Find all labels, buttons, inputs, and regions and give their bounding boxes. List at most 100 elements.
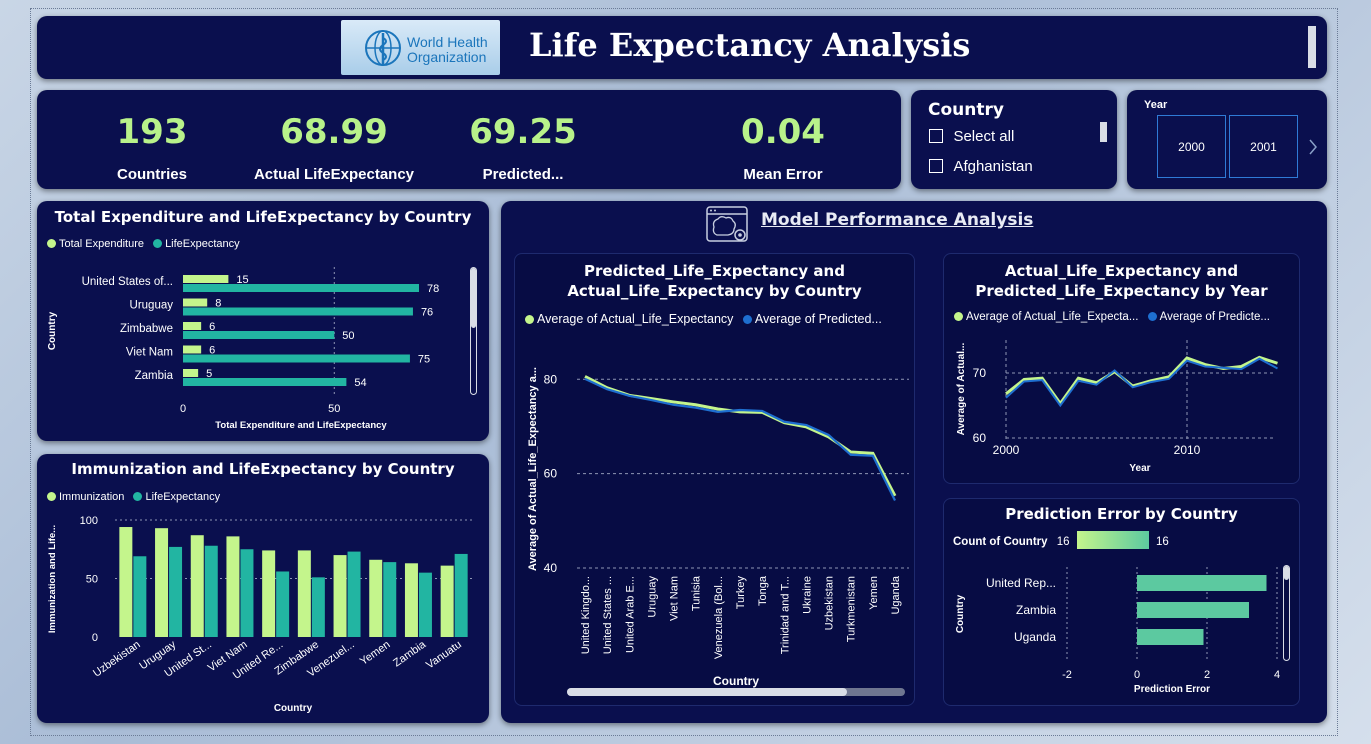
- legend-dot-expenditure: [47, 239, 56, 248]
- y-tick-label: Uganda: [1014, 630, 1056, 644]
- expenditure-scrollbar[interactable]: [470, 267, 477, 395]
- expenditure-chart: 0 50 United States of... 15 78 Uruguay 8 76 Zimb…: [47, 267, 439, 431]
- x-tick-label: Yemen: [358, 639, 393, 668]
- scrollbar-thumb[interactable]: [567, 688, 847, 696]
- x-tick-label: Viet Nam: [669, 576, 681, 621]
- scrollbar-thumb[interactable]: [1284, 566, 1289, 580]
- header-scrollbar[interactable]: [1308, 26, 1316, 68]
- header-bar: World Health Organization Life Expectanc…: [37, 16, 1327, 79]
- slicer-item-label: Select all: [953, 128, 1015, 145]
- y-axis-title: Average of Actual_Life_Expectancy a...: [527, 367, 539, 571]
- pred-country-legend: Average of Actual_Life_Expectancy Averag…: [525, 312, 882, 326]
- x-tick-label: Zambia: [391, 638, 429, 669]
- bar-immunization: [297, 550, 311, 637]
- data-label: 76: [421, 307, 433, 319]
- line-predicted: [584, 377, 896, 502]
- slicer-item-label: Afghanistan: [953, 158, 1033, 175]
- bar-expenditure: [183, 275, 229, 283]
- model-section-title[interactable]: Model Performance Analysis: [761, 210, 1034, 230]
- country-slicer: Country Select all Afghanistan: [911, 90, 1117, 189]
- x-tick-label: Turkey: [735, 576, 747, 610]
- pred-error-card: Prediction Error by Country Count of Cou…: [943, 498, 1300, 706]
- brain-gear-icon: [706, 206, 748, 242]
- immunization-chart-title: Immunization and LifeExpectancy by Count…: [71, 460, 455, 478]
- pred-year-card: Actual_Life_Expectancy and Predicted_Lif…: [943, 253, 1300, 484]
- bar-expenditure: [183, 298, 208, 307]
- x-tick-label: United States ...: [602, 576, 614, 654]
- pred-error-title: Prediction Error by Country: [1005, 505, 1238, 523]
- kpi-predicted-label: Predicted...: [482, 166, 564, 182]
- line-actual: [1005, 355, 1278, 407]
- bar-life: [276, 571, 290, 637]
- x-tick-label: United Kingdo...: [580, 576, 592, 654]
- year-tile-2000[interactable]: 2000: [1157, 115, 1226, 178]
- color-legend-min: 16: [1056, 536, 1070, 548]
- kpi-countries-label: Countries: [116, 166, 187, 182]
- legend-label-expenditure: Total Expenditure: [59, 238, 144, 250]
- pred-country-hscroll[interactable]: [567, 688, 905, 696]
- legend-dot-predicted: [742, 315, 752, 324]
- pred-country-card: Predicted_Life_Expectancy and Actual_Lif…: [514, 253, 915, 706]
- bar-immunization: [404, 563, 418, 637]
- bar-life: [169, 546, 183, 637]
- kpi-actual-label: Actual LifeExpectancy: [253, 166, 415, 182]
- legend-label-predicted: Average of Predicted...: [754, 312, 882, 326]
- x-tick-label: Ukraine: [801, 576, 813, 614]
- y-tick-label: 100: [80, 515, 98, 527]
- y-tick-label: 80: [544, 372, 558, 386]
- x-tick-label: Uzbekistan: [91, 639, 142, 680]
- slicer-item-select-all[interactable]: Select all: [929, 128, 1014, 146]
- scrollbar-thumb[interactable]: [471, 268, 476, 328]
- legend-label-life: LifeExpectancy: [165, 238, 240, 250]
- x-tick-label: Uzbekistan: [824, 576, 836, 630]
- pred-error-scrollbar[interactable]: [1283, 565, 1290, 661]
- slicer-item-afghanistan[interactable]: Afghanistan: [929, 158, 1033, 176]
- y-axis-title: Country: [47, 311, 58, 350]
- x-axis-title: Year: [1129, 463, 1150, 474]
- bar-immunization: [119, 527, 133, 637]
- bar-immunization: [190, 535, 204, 637]
- y-axis-title: Average of Actual...: [956, 342, 967, 435]
- pred-country-chart: 40 60 80 United Kingdo... United States ... U…: [527, 367, 909, 688]
- slicer-scrollbar[interactable]: [1100, 122, 1107, 142]
- y-tick-label: Viet Nam: [126, 347, 173, 359]
- expenditure-chart-panel: Total Expenditure and LifeExpectancy by …: [37, 201, 489, 441]
- x-tick-label: Uganda: [890, 575, 902, 614]
- bar-expenditure: [183, 322, 202, 330]
- bar-life: [133, 556, 147, 637]
- bar-immunization: [369, 559, 383, 637]
- checkbox-icon[interactable]: [929, 159, 943, 173]
- kpi-countries-value: 193: [116, 112, 188, 152]
- y-tick-label: Zimbabwe: [120, 323, 173, 335]
- x-tick-label: 0: [180, 403, 186, 415]
- bar-life: [240, 549, 254, 637]
- bar-immunization: [155, 528, 169, 637]
- bar-life: [183, 378, 347, 386]
- bar-immunization: [226, 536, 240, 637]
- bar-error: [1137, 575, 1267, 591]
- immunization-chart-panel: Immunization and LifeExpectancy by Count…: [37, 454, 489, 723]
- pred-year-title-2: Predicted_Life_Expectancy by Year: [975, 282, 1268, 300]
- country-slicer-title: Country: [928, 100, 1004, 120]
- data-label: 50: [342, 330, 354, 342]
- pred-error-chart: -2 0 2 4 United Rep... Zambia Uganda Prediction…: [955, 567, 1280, 695]
- chevron-right-icon[interactable]: [1308, 138, 1318, 156]
- kpi-predicted-value: 69.25: [469, 112, 577, 152]
- x-tick-label: Trinidad and T...: [779, 576, 791, 654]
- year-tile-2001[interactable]: 2001: [1229, 115, 1298, 178]
- legend-label-life: LifeExpectancy: [145, 491, 221, 503]
- y-axis-title: Country: [955, 594, 966, 633]
- who-emblem-icon: [365, 30, 401, 66]
- y-tick-label: 40: [544, 561, 558, 575]
- pred-year-chart: 60 70 2000 2010 Year Average of Actual...: [956, 340, 1278, 474]
- bar-life: [418, 572, 432, 637]
- checkbox-icon[interactable]: [929, 129, 943, 143]
- pred-error-color-legend: Count of Country 16 16: [953, 531, 1169, 549]
- x-tick-label: Uruguay: [646, 576, 658, 618]
- data-label: 6: [209, 345, 215, 357]
- x-axis-title: Prediction Error: [1134, 684, 1210, 695]
- x-axis-title: Total Expenditure and LifeExpectancy: [215, 420, 387, 431]
- x-tick-label: Venezuela (Bol...: [713, 576, 725, 659]
- x-tick-label: -2: [1062, 669, 1072, 681]
